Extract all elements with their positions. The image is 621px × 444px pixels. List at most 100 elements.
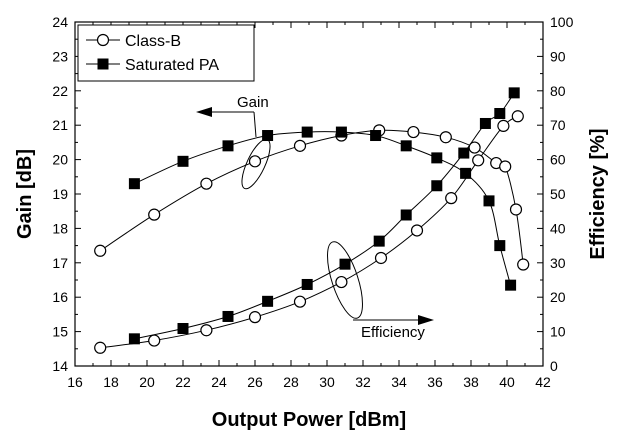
y-left-tick-label: 24: [52, 14, 68, 30]
y-right-tick-label: 90: [550, 48, 566, 64]
data-point-class-b-efficiency: [511, 110, 524, 123]
data-point-saturated-pa-gain: [483, 195, 495, 207]
data-point-class-b-gain: [200, 177, 213, 190]
x-tick-label: 24: [211, 374, 227, 390]
data-point-saturated-pa-efficiency: [339, 258, 351, 270]
y-right-tick-label: 80: [550, 83, 566, 99]
data-point-saturated-pa-gain: [370, 130, 382, 142]
data-point-saturated-pa-gain: [505, 279, 517, 291]
y-right-tick-label: 50: [550, 186, 566, 202]
data-point-class-b-efficiency: [335, 275, 348, 289]
legend: Class-B Saturated PA: [77, 24, 255, 82]
y-left-tick-label: 14: [52, 358, 68, 374]
y-left-tick-label: 18: [52, 220, 68, 236]
data-point-class-b-gain: [439, 131, 452, 144]
efficiency-annotation-label: Efficiency: [361, 324, 425, 341]
data-point-saturated-pa-gain: [262, 130, 274, 142]
y-left-tick-label: 23: [52, 48, 68, 64]
data-point-saturated-pa-efficiency: [494, 108, 506, 120]
data-point-class-b-efficiency: [94, 341, 107, 354]
x-tick-label: 26: [247, 374, 263, 390]
data-point-class-b-efficiency: [248, 311, 262, 324]
data-point-class-b-efficiency: [410, 224, 424, 237]
data-point-class-b-gain: [293, 139, 307, 152]
data-point-saturated-pa-gain: [400, 140, 412, 152]
data-point-saturated-pa-gain: [335, 126, 347, 138]
data-point-class-b-gain: [94, 244, 107, 257]
data-point-saturated-pa-efficiency: [508, 87, 520, 99]
data-point-class-b-efficiency: [497, 119, 510, 132]
y-left-tick-label: 22: [52, 83, 68, 99]
data-point-saturated-pa-efficiency: [400, 209, 412, 221]
data-point-class-b-gain: [499, 160, 512, 173]
x-tick-label: 16: [67, 374, 83, 390]
x-tick-label: 36: [427, 374, 443, 390]
x-axis-title: Output Power [dBm]: [212, 409, 406, 431]
legend-label-class-b: Class-B: [125, 33, 181, 50]
x-tick-label: 30: [319, 374, 335, 390]
gain-arrow-head: [196, 107, 212, 117]
data-point-saturated-pa-efficiency: [479, 117, 491, 129]
data-point-saturated-pa-efficiency: [301, 278, 313, 290]
data-point-class-b-gain: [468, 141, 481, 154]
data-point-saturated-pa-efficiency: [373, 235, 385, 247]
efficiency-ellipse: [327, 241, 363, 319]
y-right-tick-label: 10: [550, 324, 566, 340]
data-point-class-b-gain: [248, 155, 262, 168]
data-point-saturated-pa-efficiency: [431, 180, 443, 192]
y-right-tick-label: 0: [550, 358, 558, 374]
gain-leader-line: [253, 111, 257, 138]
markers: [94, 87, 530, 354]
data-point-class-b-efficiency: [148, 334, 161, 347]
data-point-saturated-pa-efficiency: [458, 147, 470, 159]
legend-marker-saturated-pa: [97, 58, 109, 70]
data-point-saturated-pa-gain: [431, 152, 443, 164]
y-right-axis-title: Efficiency [%]: [587, 128, 609, 259]
x-tick-label: 20: [139, 374, 155, 390]
y-left-axis-title: Gain [dB]: [14, 149, 36, 239]
y-left-tick-label: 16: [52, 289, 68, 305]
x-tick-label: 28: [283, 374, 299, 390]
y-left-tick-label: 19: [52, 186, 68, 202]
data-point-saturated-pa-gain: [222, 140, 234, 152]
data-point-saturated-pa-efficiency: [128, 333, 140, 345]
data-point-saturated-pa-gain: [301, 126, 313, 138]
x-tick-label: 38: [463, 374, 479, 390]
data-point-saturated-pa-gain: [128, 178, 140, 190]
data-point-saturated-pa-gain: [460, 167, 472, 179]
data-point-class-b-efficiency: [293, 295, 307, 308]
x-tick-label: 40: [499, 374, 515, 390]
data-point-class-b-efficiency: [472, 154, 485, 167]
efficiency-annotation: Efficiency: [327, 241, 434, 341]
data-point-class-b-gain: [148, 208, 161, 221]
y-right-tick-label: 70: [550, 117, 566, 133]
y-left-tick-label: 17: [52, 255, 68, 271]
data-point-class-b-gain: [509, 203, 523, 216]
data-point-class-b-efficiency: [445, 192, 458, 205]
gain-annotation-label: Gain: [237, 94, 269, 111]
efficiency-arrow-head: [418, 315, 434, 325]
x-tick-label: 18: [103, 374, 119, 390]
gain-annotation: Gain: [196, 94, 271, 190]
data-point-class-b-efficiency: [374, 251, 388, 265]
y-left-tick-label: 15: [52, 324, 68, 340]
y-right-tick-label: 40: [550, 220, 566, 236]
data-point-class-b-efficiency: [200, 324, 213, 337]
data-point-saturated-pa-efficiency: [177, 323, 189, 335]
y-right-tick-label: 60: [550, 152, 566, 168]
y-right-tick-label: 20: [550, 289, 566, 305]
x-tick-label: 42: [535, 374, 551, 390]
tick-labels: 16 18 20 22 24 26 28 30 32 34 36 38 40 42 14 15 16 17 18 19…: [52, 14, 573, 390]
data-point-class-b-gain: [407, 125, 420, 139]
legend-marker-class-b: [96, 33, 110, 47]
y-right-tick-label: 100: [550, 14, 574, 30]
data-point-saturated-pa-efficiency: [222, 310, 234, 322]
x-tick-label: 32: [355, 374, 371, 390]
y-right-tick-label: 30: [550, 255, 566, 271]
legend-label-saturated-pa: Saturated PA: [125, 57, 219, 74]
y-left-tick-label: 21: [52, 117, 68, 133]
data-point-saturated-pa-efficiency: [262, 295, 274, 307]
legend-box: [77, 24, 255, 82]
x-tick-label: 34: [391, 374, 407, 390]
